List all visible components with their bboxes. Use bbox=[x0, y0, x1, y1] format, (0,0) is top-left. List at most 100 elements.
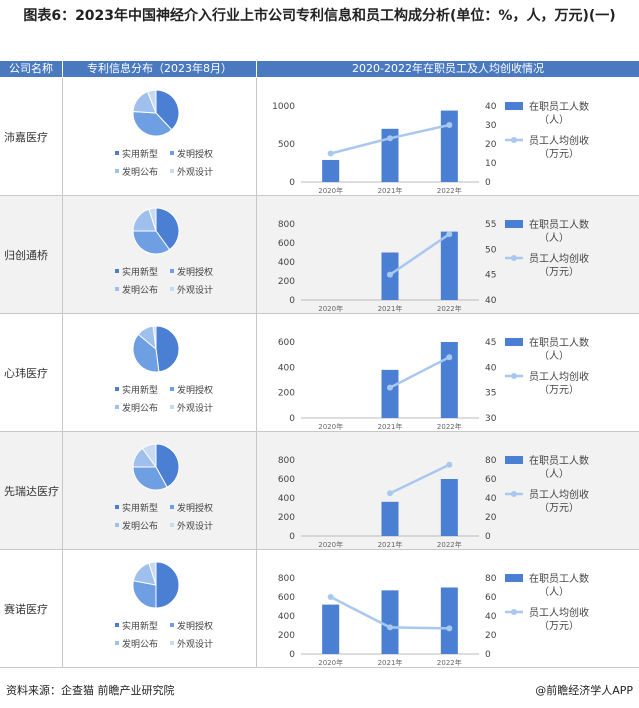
left-axis-tick: 800 bbox=[278, 220, 295, 230]
legend-swatch bbox=[115, 505, 119, 509]
bar bbox=[381, 590, 399, 654]
series-line bbox=[389, 463, 450, 495]
right-axis-tick: 60 bbox=[485, 593, 497, 603]
pie-slice bbox=[155, 325, 180, 373]
right-axis-tick: 20 bbox=[485, 631, 497, 641]
chart-title: 图表6：2023年中国神经介入行业上市公司专利信息和员工构成分析(单位：%，人，… bbox=[23, 8, 616, 24]
right-axis-tick: 40 bbox=[485, 612, 497, 622]
table-row: 心玮医疗 实用新型 发明授权 发明公布 外观设计 0 200 400 600 30 35 40 45 20… bbox=[0, 314, 639, 431]
pie-slice bbox=[132, 580, 157, 609]
brand-credit: @前瞻经济学人APP bbox=[535, 684, 633, 697]
x-axis-tick: 2021年 bbox=[378, 186, 403, 195]
right-axis-tick: 80 bbox=[485, 574, 497, 584]
legend-bar-label: 在职员工人数 bbox=[529, 336, 589, 349]
left-axis-tick: 500 bbox=[278, 140, 295, 150]
left-axis-tick: 600 bbox=[278, 475, 295, 485]
staff-cell: 0 200 400 600 800 0 20 40 60 80 2020年 2021年 2022年 在职员… bbox=[257, 432, 639, 549]
legend-bar-label: （人） bbox=[539, 114, 569, 126]
pie-slice bbox=[155, 89, 180, 131]
pie-legend-label: 发明授权 bbox=[177, 384, 213, 396]
header-patent: 专利信息分布（2023年8月） bbox=[63, 61, 256, 77]
left-axis-tick: 200 bbox=[278, 631, 295, 641]
right-axis-tick: 50 bbox=[485, 245, 497, 255]
company-cell: 沛嘉医疗 bbox=[0, 78, 63, 195]
company-cell: 赛诺医疗 bbox=[0, 550, 63, 667]
company-name: 赛诺医疗 bbox=[4, 602, 48, 616]
right-axis-tick: 55 bbox=[485, 220, 496, 230]
right-axis-tick: 45 bbox=[485, 271, 496, 281]
header-staff: 2020-2022年在职员工及人均创收情况 bbox=[257, 61, 639, 77]
series-point bbox=[446, 122, 453, 128]
pie-slice bbox=[155, 207, 180, 251]
pie-legend-label: 发明公布 bbox=[122, 638, 158, 650]
data-table: 公司名称 专利信息分布（2023年8月） 2020-2022年在职员工及人均创收… bbox=[0, 61, 639, 668]
legend-bar-label: 在职员工人数 bbox=[529, 100, 589, 113]
legend-line-label: 员工人均创收 bbox=[529, 370, 589, 383]
series-point bbox=[446, 354, 453, 361]
left-axis-tick: 200 bbox=[278, 277, 295, 287]
legend-swatch bbox=[170, 505, 174, 509]
pie-slice bbox=[132, 333, 160, 373]
pie-slice bbox=[148, 561, 157, 586]
x-axis-tick: 2020年 bbox=[318, 304, 343, 313]
legend-bar-label: （人） bbox=[539, 232, 569, 244]
bar bbox=[381, 501, 399, 536]
company-cell: 归创通桥 bbox=[0, 196, 63, 313]
bar bbox=[440, 342, 458, 418]
pie-slice bbox=[155, 443, 180, 488]
pie-slice bbox=[146, 89, 157, 114]
x-axis-tick: 2022年 bbox=[437, 422, 462, 431]
legend-swatch bbox=[115, 405, 119, 409]
x-axis-tick: 2022年 bbox=[437, 186, 462, 195]
right-axis-tick: 20 bbox=[485, 140, 497, 150]
company-cell: 心玮医疗 bbox=[0, 314, 63, 431]
series-point bbox=[387, 271, 393, 278]
pie-slice bbox=[132, 230, 171, 255]
x-axis-tick: 2021年 bbox=[378, 422, 403, 431]
series-point bbox=[387, 490, 393, 497]
pie-slice bbox=[141, 443, 157, 469]
left-axis-tick: 400 bbox=[278, 258, 295, 268]
staff-cell: 0 500 1000 0 10 20 30 40 2020年 2021年 2022年 在职员工人数 （人… bbox=[257, 78, 639, 195]
right-axis-tick: 80 bbox=[485, 456, 497, 466]
right-axis-tick: 35 bbox=[485, 389, 496, 399]
pie-slice bbox=[148, 207, 157, 232]
legend-swatch bbox=[170, 169, 174, 173]
x-axis-tick: 2021年 bbox=[378, 304, 403, 313]
legend-swatch bbox=[170, 287, 174, 291]
left-axis-tick: 600 bbox=[278, 593, 295, 603]
right-axis-tick: 0 bbox=[485, 178, 491, 188]
left-axis-tick: 600 bbox=[278, 338, 295, 348]
legend-line-marker bbox=[511, 255, 517, 261]
right-axis-tick: 0 bbox=[485, 532, 491, 542]
patent-cell: 实用新型 发明授权 发明公布 外观设计 bbox=[63, 196, 257, 313]
right-axis-tick: 60 bbox=[485, 475, 497, 485]
legend-bar-swatch bbox=[505, 574, 523, 582]
left-axis-tick: 0 bbox=[289, 650, 295, 660]
company-name: 归创通桥 bbox=[4, 248, 48, 262]
legend-bar-swatch bbox=[505, 338, 523, 346]
staff-cell: 0 200 400 600 30 35 40 45 2020年 2021年 2022年 在职员工人数（… bbox=[257, 314, 639, 431]
right-axis-tick: 40 bbox=[485, 363, 497, 373]
company-name: 先瑞达医疗 bbox=[4, 484, 59, 498]
bar bbox=[440, 479, 458, 536]
legend-swatch bbox=[170, 623, 174, 627]
pie-legend-label: 发明公布 bbox=[122, 402, 158, 414]
x-axis-tick: 2021年 bbox=[378, 658, 403, 667]
legend-swatch bbox=[115, 641, 119, 645]
series-point bbox=[327, 150, 334, 157]
legend-swatch bbox=[115, 523, 119, 527]
pie-legend-label: 外观设计 bbox=[177, 166, 213, 178]
x-axis-tick: 2020年 bbox=[318, 422, 343, 431]
bar bbox=[381, 369, 399, 418]
bar bbox=[440, 587, 458, 654]
bar bbox=[440, 110, 458, 182]
staff-combo-chart: 0 500 1000 0 10 20 30 40 2020年 2021年 2022年 在职员工人数（人… bbox=[272, 100, 589, 195]
staff-combo-chart: 0 200 400 600 800 40 45 50 55 2020年 2021年 2022年 在职员工… bbox=[278, 218, 589, 313]
table-row: 先瑞达医疗 实用新型 发明授权 发明公布 外观设计 0 200 400 600 800 0 20 40 6… bbox=[0, 432, 639, 549]
legend-swatch bbox=[170, 387, 174, 391]
